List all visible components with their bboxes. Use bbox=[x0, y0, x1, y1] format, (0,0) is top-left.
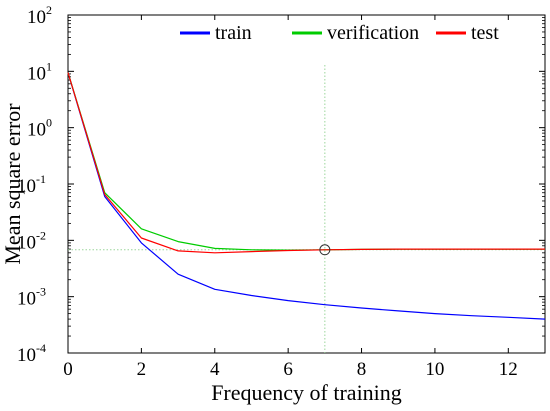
x-tick-label: 12 bbox=[499, 359, 518, 380]
y-tick-label: 10-4 bbox=[17, 341, 46, 366]
y-tick-label: 100 bbox=[27, 116, 52, 141]
y-tick-label: 102 bbox=[27, 3, 52, 28]
y-axis-title: Mean square error bbox=[0, 103, 25, 265]
x-tick-label: 8 bbox=[357, 359, 367, 380]
y-tick-label: 10-3 bbox=[17, 285, 46, 310]
x-axis-title: Frequency of training bbox=[211, 380, 402, 405]
axes-layer: 0 2 4 6 8 10 12 102 101 100 10-1 10-2 10-3 10-4 bbox=[17, 3, 546, 380]
x-tick-label: 0 bbox=[63, 359, 73, 380]
best-epoch-guides bbox=[68, 65, 545, 353]
best-point-marker bbox=[319, 244, 331, 256]
x-tick-label: 2 bbox=[137, 359, 147, 380]
y-tick-label: 10-1 bbox=[17, 172, 46, 197]
x-tick-label: 6 bbox=[283, 359, 293, 380]
series-line-test bbox=[67, 72, 545, 254]
y-tick-label: 101 bbox=[27, 59, 52, 84]
y-tick-label: 10-2 bbox=[17, 228, 46, 253]
series-line-train bbox=[67, 72, 546, 320]
legend: train verification test bbox=[180, 22, 499, 44]
legend-label-verification: verification bbox=[327, 22, 419, 44]
series-layer bbox=[67, 72, 546, 320]
x-tick-label: 4 bbox=[210, 359, 220, 380]
legend-label-test: test bbox=[471, 22, 499, 44]
x-tick-label: 10 bbox=[425, 359, 444, 380]
series-line-verification bbox=[67, 72, 545, 251]
legend-label-train: train bbox=[215, 22, 252, 44]
